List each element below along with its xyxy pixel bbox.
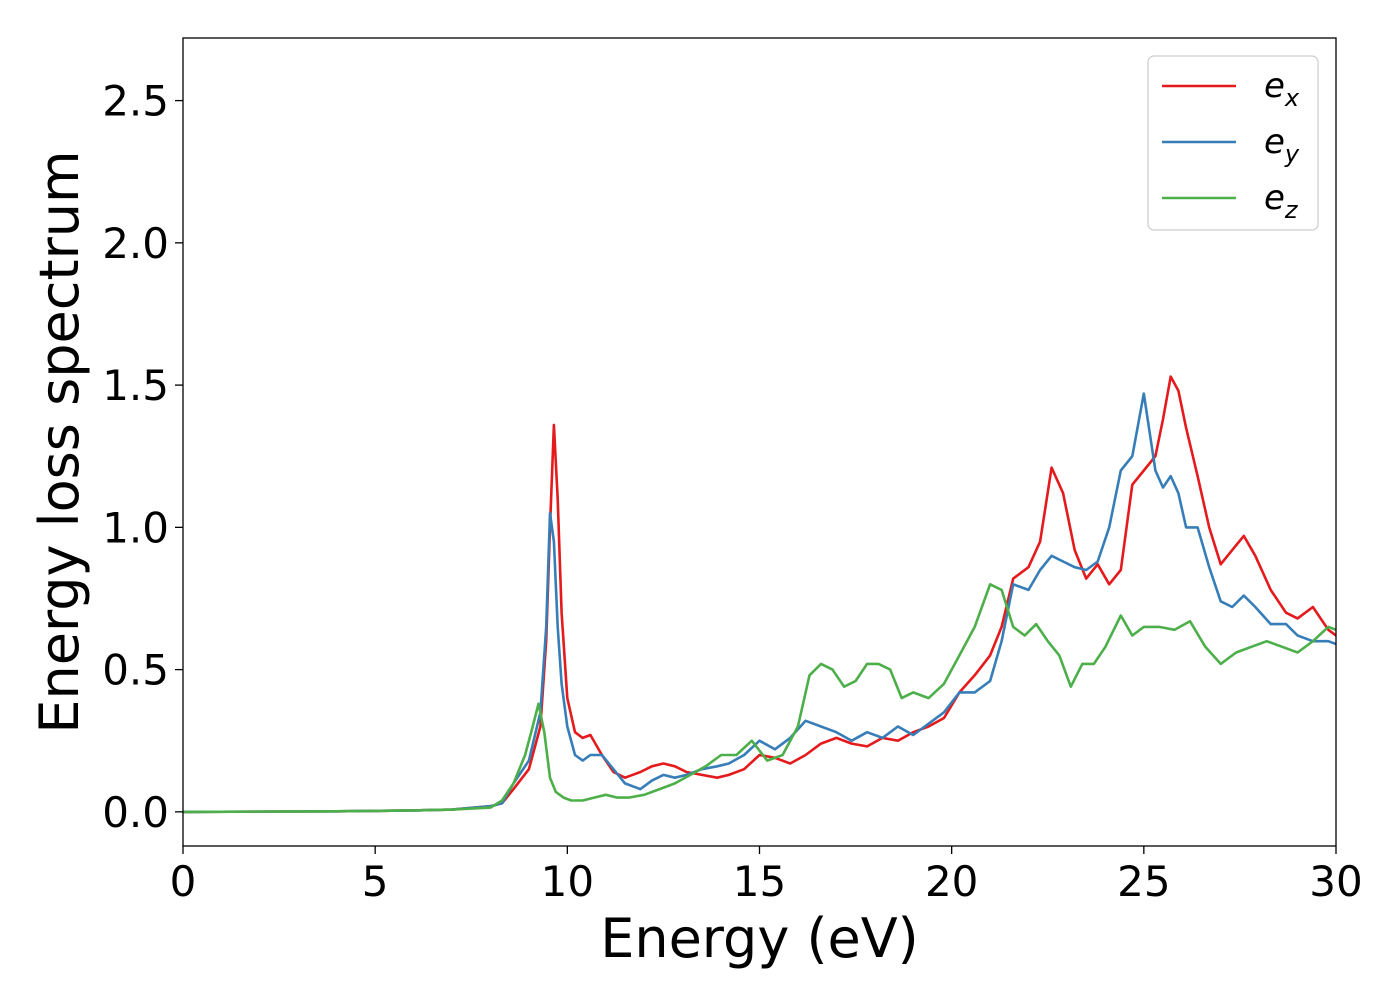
series-line-x	[183, 375, 1336, 814]
legend-label-base: e	[1264, 178, 1285, 218]
legend-label-base: e	[1264, 66, 1285, 106]
x-tick-label: 10	[541, 857, 594, 906]
y-tick-label: 0.5	[102, 646, 169, 695]
legend-label-y: ey	[1264, 122, 1300, 168]
x-axis: 0 5 10 15 20 25 30	[170, 846, 1363, 906]
x-tick-label: 20	[925, 857, 978, 906]
legend-label-subscript: x	[1284, 84, 1300, 112]
y-axis-title: Energy loss spectrum	[28, 150, 91, 733]
x-axis-title: Energy (eV)	[600, 907, 919, 970]
x-tick-label: 25	[1117, 857, 1170, 906]
legend-label-base: e	[1264, 122, 1285, 162]
series-line-z	[183, 583, 1336, 814]
y-tick-label: 2.0	[102, 219, 169, 268]
x-tick-label: 30	[1309, 857, 1362, 906]
legend-label-subscript: z	[1284, 196, 1299, 224]
x-tick-label: 15	[733, 857, 786, 906]
legend-label-z: ez	[1264, 178, 1299, 224]
x-tick-label: 0	[170, 857, 197, 906]
legend-label-x: ex	[1264, 66, 1300, 112]
series-line-y	[183, 392, 1336, 814]
plot-area	[182, 37, 1337, 847]
y-tick-label: 2.5	[102, 77, 169, 126]
y-tick-label: 0.0	[102, 788, 169, 837]
x-tick-label: 5	[362, 857, 389, 906]
y-tick-label: 1.0	[102, 503, 169, 552]
legend-label-subscript: y	[1284, 140, 1300, 168]
y-axis: 0.0 0.5 1.0 1.5 2.0 2.5	[102, 77, 183, 837]
y-tick-label: 1.5	[102, 361, 169, 410]
series-group	[183, 375, 1336, 814]
